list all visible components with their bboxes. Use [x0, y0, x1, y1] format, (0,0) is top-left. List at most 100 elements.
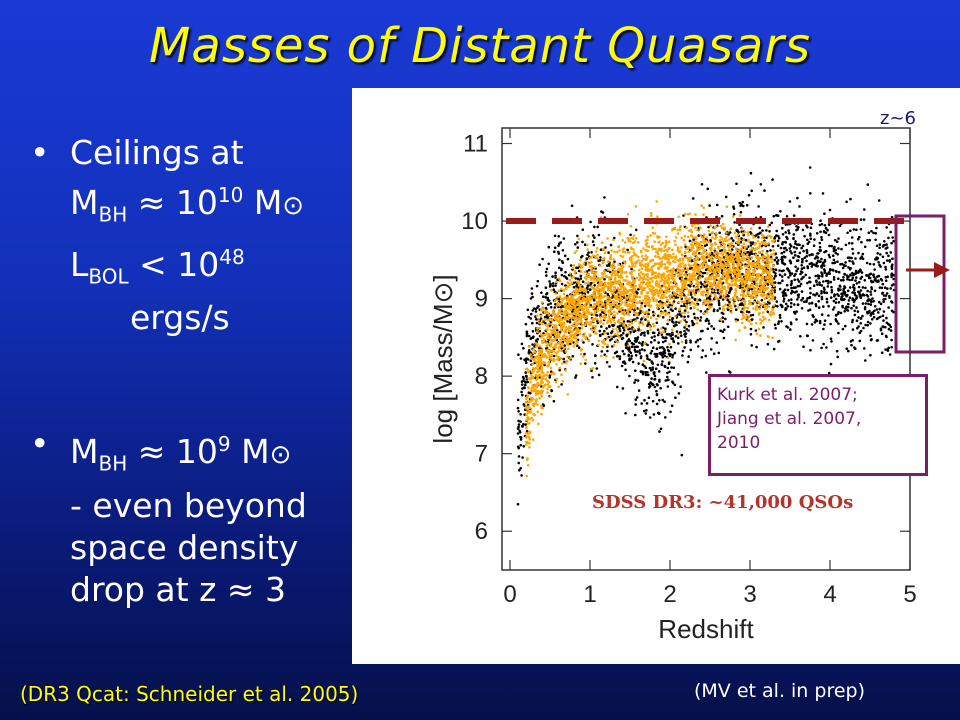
scatter-point — [616, 287, 620, 290]
scatter-point — [815, 279, 818, 283]
scatter-point — [834, 251, 838, 255]
scatter-point — [680, 292, 684, 296]
scatter-point — [707, 225, 710, 229]
scatter-point — [567, 340, 571, 344]
scatter-point — [670, 320, 674, 323]
scatter-point — [520, 383, 524, 386]
scatter-point — [844, 243, 848, 247]
scatter-point — [600, 325, 603, 328]
scatter-point — [555, 377, 558, 381]
scatter-point — [681, 281, 685, 284]
scatter-point — [555, 280, 558, 284]
scatter-point — [516, 398, 520, 402]
scatter-point — [547, 262, 550, 266]
scatter-point — [601, 276, 604, 279]
scatter-point — [519, 438, 523, 441]
scatter-point — [697, 234, 700, 237]
scatter-point — [691, 252, 695, 256]
scatter-point — [679, 257, 682, 261]
scatter-point — [542, 404, 546, 407]
scatter-point — [747, 310, 751, 314]
scatter-point — [571, 310, 574, 313]
scatter-point — [724, 291, 728, 295]
scatter-point — [881, 255, 885, 259]
scatter-point — [639, 370, 643, 373]
scatter-point — [657, 275, 661, 279]
scatter-point — [593, 331, 597, 334]
scatter-point — [727, 233, 730, 236]
scatter-point — [596, 286, 599, 290]
scatter-point — [625, 270, 628, 274]
scatter-point — [609, 243, 613, 247]
scatter-point — [871, 297, 874, 300]
scatter-point — [544, 270, 548, 274]
scatter-point — [629, 285, 633, 288]
scatter-point — [618, 310, 621, 313]
scatter-point — [881, 282, 885, 286]
scatter-point — [582, 334, 586, 338]
scatter-point — [611, 324, 615, 328]
scatter-point — [731, 252, 734, 256]
scatter-point — [731, 296, 735, 299]
scatter-point — [835, 320, 839, 323]
scatter-point — [767, 305, 770, 309]
scatter-point — [885, 243, 888, 246]
scatter-point — [809, 192, 812, 195]
scatter-point — [671, 353, 675, 357]
scatter-point — [588, 275, 592, 279]
scatter-point — [653, 338, 656, 342]
scatter-point — [587, 339, 591, 343]
scatter-point — [525, 397, 528, 401]
scatter-point — [884, 265, 887, 269]
scatter-point — [598, 333, 602, 337]
scatter-point — [529, 359, 533, 363]
scatter-point — [562, 314, 566, 317]
scatter-point — [859, 227, 863, 231]
scatter-point — [619, 308, 623, 311]
scatter-point — [602, 269, 606, 273]
scatter-point — [688, 267, 692, 270]
scatter-point — [588, 256, 592, 260]
scatter-point — [877, 279, 880, 283]
scatter-point — [661, 340, 665, 344]
scatter-point — [750, 283, 754, 287]
scatter-point — [619, 303, 623, 307]
scatter-point — [647, 263, 650, 266]
scatter-point — [777, 320, 781, 323]
scatter-point — [748, 267, 752, 271]
scatter-point — [583, 270, 587, 274]
scatter-point — [542, 295, 545, 299]
scatter-point — [644, 258, 648, 261]
scatter-point — [831, 261, 834, 265]
scatter-point — [709, 248, 713, 252]
scatter-point — [656, 333, 660, 337]
scatter-point — [851, 247, 854, 251]
scatter-point — [823, 323, 826, 326]
scatter-point — [623, 313, 626, 317]
scatter-point — [527, 391, 531, 395]
scatter-point — [639, 329, 643, 332]
scatter-point — [651, 346, 655, 350]
scatter-point — [673, 274, 676, 278]
scatter-point — [605, 354, 608, 358]
scatter-point — [656, 328, 660, 332]
scatter-point — [728, 291, 731, 295]
scatter-point — [713, 293, 717, 296]
scatter-point — [577, 307, 581, 310]
scatter-point — [574, 376, 577, 379]
scatter-point — [873, 305, 877, 308]
scatter-point — [724, 195, 728, 199]
scatter-point — [673, 351, 677, 355]
scatter-point — [864, 323, 867, 327]
scatter-point — [888, 353, 892, 356]
scatter-point — [656, 363, 660, 367]
scatter-point — [539, 392, 542, 395]
scatter-point — [531, 363, 534, 366]
scatter-point — [651, 399, 655, 403]
scatter-point — [676, 313, 680, 316]
scatter-point — [592, 324, 595, 328]
scatter-point — [864, 286, 867, 290]
bullet-dot: • — [30, 424, 50, 464]
scatter-point — [561, 336, 564, 339]
scatter-point — [760, 236, 764, 240]
